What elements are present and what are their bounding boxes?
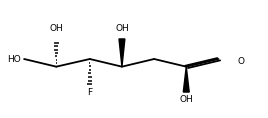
Text: OH: OH: [49, 24, 63, 33]
Text: OH: OH: [115, 24, 129, 33]
Text: O: O: [237, 57, 244, 66]
Text: HO: HO: [7, 55, 20, 64]
Polygon shape: [183, 67, 189, 92]
Polygon shape: [119, 39, 125, 67]
Text: F: F: [87, 88, 92, 97]
Text: OH: OH: [179, 95, 193, 104]
